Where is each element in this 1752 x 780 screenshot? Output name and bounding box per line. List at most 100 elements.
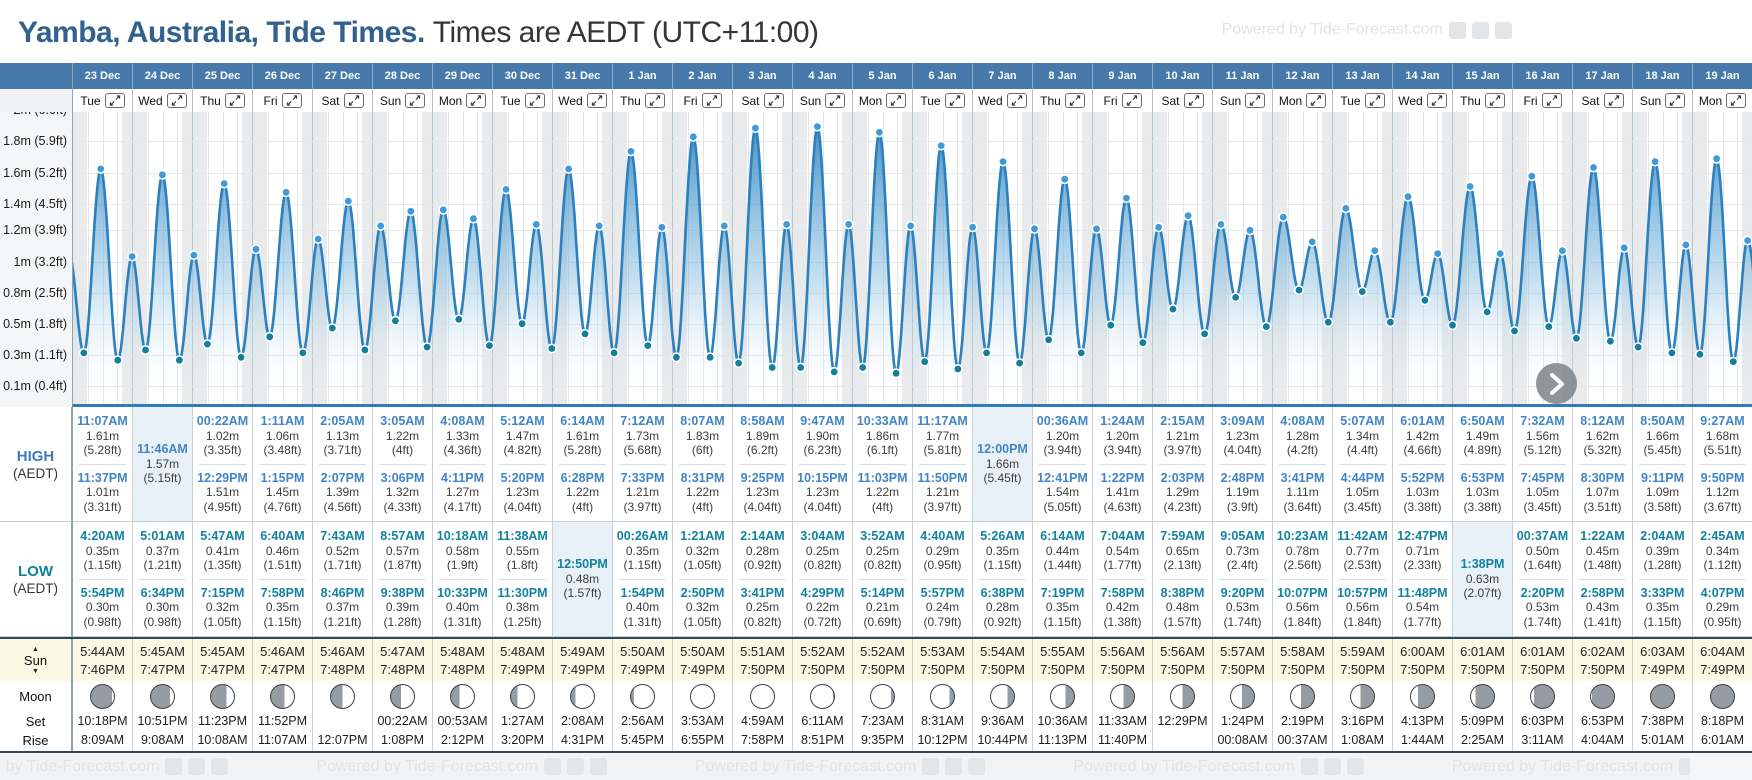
sunrise-time: 5:52AM: [800, 643, 845, 659]
expand-day-button[interactable]: [1183, 93, 1204, 108]
tide-entry: 4:07PM 0.29m (0.95ft): [1694, 586, 1751, 630]
moon-phase-cell: [253, 681, 313, 711]
moon-phase-icon: [870, 683, 895, 709]
gridline: [447, 112, 449, 404]
expand-day-button[interactable]: [166, 93, 187, 108]
expand-day-button[interactable]: [1121, 93, 1142, 108]
expand-day-button[interactable]: [1541, 93, 1562, 108]
expand-icon: [286, 95, 297, 106]
tide-entry: 9:11PM 1.09m (3.58ft): [1634, 471, 1691, 515]
night-shade: [1621, 112, 1632, 404]
expand-day-button[interactable]: [1426, 93, 1447, 108]
tide-height-ft: (6ft): [691, 443, 714, 457]
expand-day-button[interactable]: [586, 93, 607, 108]
tide-time: 8:46PM: [320, 585, 365, 600]
night-shade: [853, 112, 868, 404]
expand-day-button[interactable]: [1006, 93, 1027, 108]
expand-day-button[interactable]: [763, 93, 784, 108]
tide-time: 9:20PM: [1220, 585, 1265, 600]
expand-day-button[interactable]: [405, 93, 426, 108]
entry-divider: [679, 578, 726, 580]
tide-time: 2:07PM: [320, 470, 365, 485]
moon-set-time: 6:03PM: [1520, 714, 1565, 728]
weekday-label: Thu: [200, 93, 221, 108]
moon-phase-cell: [1513, 681, 1573, 711]
expand-icon: [891, 95, 902, 106]
expand-day-button[interactable]: [1364, 93, 1385, 108]
high-tide-cell: 7:32AM 1.56m (5.12ft) 7:45PM 1.05m (3.45ft): [1513, 407, 1573, 522]
tide-entry: 3:05AM 1.22m (4ft): [374, 414, 431, 458]
low-tide-cell: 10:23AM 0.78m (2.56ft) 10:07PM 0.56m (1.84ft): [1273, 522, 1333, 637]
gridline: [1437, 112, 1439, 404]
chart-day-column: [253, 112, 313, 404]
weekday-cell: Sat: [733, 89, 793, 112]
set-rise-label: Set Rise: [0, 711, 72, 751]
tide-entry: 11:07AM 1.61m (5.28ft): [74, 414, 131, 458]
tide-entry: 1:11AM 1.06m (3.48ft): [254, 414, 311, 458]
expand-day-button[interactable]: [825, 93, 846, 108]
expand-day-button[interactable]: [1603, 93, 1624, 108]
expand-day-button[interactable]: [524, 93, 545, 108]
sunrise-time: 5:56AM: [1100, 643, 1145, 659]
tide-time: 2:48PM: [1220, 470, 1265, 485]
tide-entry: 12:41PM 1.54m (5.05ft): [1034, 471, 1091, 515]
expand-day-button[interactable]: [1484, 93, 1505, 108]
tide-height-m: 0.39m: [385, 600, 420, 614]
tide-height-m: 1.61m: [85, 428, 120, 443]
entry-divider: [79, 578, 126, 580]
sunrise-time: 5:58AM: [1280, 643, 1325, 659]
tide-time: 5:26AM: [980, 529, 1025, 543]
low-tide-row: LOW (AEDT) 4:20AM 0.35m (1.15ft) 5:54PM 0.30…: [0, 522, 1752, 637]
weekday-label: Mon: [1698, 93, 1723, 108]
sunset-time: 7:50PM: [1520, 661, 1565, 677]
expand-day-button[interactable]: [1306, 93, 1327, 108]
night-shade: [613, 112, 628, 404]
tide-height-m: 0.78m: [1285, 543, 1320, 558]
moon-set-rise-cell: 8:31AM 10:12PM: [913, 711, 973, 751]
expand-day-button[interactable]: [104, 93, 125, 108]
expand-day-button[interactable]: [281, 93, 302, 108]
expand-day-button[interactable]: [701, 93, 722, 108]
expand-day-button[interactable]: [1245, 93, 1266, 108]
expand-day-button[interactable]: [343, 93, 364, 108]
tide-entry: 00:36AM 1.20m (3.94ft): [1034, 414, 1091, 458]
date-header-cell: 11 Jan: [1213, 63, 1273, 89]
tide-height-m: 1.02m: [205, 428, 240, 443]
moon-rise-time: 11:07AM: [257, 733, 308, 747]
gridline: [1227, 112, 1229, 404]
tide-time: 9:50PM: [1700, 470, 1745, 485]
sun-times-cell: 6:01AM 7:50PM: [1513, 639, 1573, 681]
expand-day-button[interactable]: [1726, 93, 1747, 108]
weekday-cell: Tue: [73, 89, 133, 112]
gridline: [1107, 112, 1109, 404]
expand-icon: [830, 95, 841, 106]
entry-divider: [1579, 463, 1626, 465]
next-days-button[interactable]: [1536, 363, 1577, 404]
expand-day-button[interactable]: [466, 93, 487, 108]
tide-height-ft: (1.77ft): [1103, 558, 1142, 572]
sunrise-time: 5:53AM: [920, 643, 965, 659]
moon-set-time: 8:31AM: [920, 714, 965, 728]
expand-day-button[interactable]: [944, 93, 965, 108]
weekday-cell: Tue: [913, 89, 973, 112]
expand-day-button[interactable]: [224, 93, 245, 108]
tide-height-m: 0.42m: [1105, 600, 1140, 614]
gridline: [1062, 112, 1064, 404]
night-shade: [1573, 112, 1588, 404]
watermark-icon: [922, 758, 940, 775]
expand-day-button[interactable]: [886, 93, 907, 108]
moon-set-time: 2:08AM: [560, 714, 605, 728]
entry-divider: [619, 463, 666, 465]
expand-day-button[interactable]: [1665, 93, 1686, 108]
night-shade: [373, 112, 388, 404]
sunset-time: 7:50PM: [1100, 661, 1145, 677]
chart-day-column: [1033, 112, 1093, 404]
expand-day-button[interactable]: [644, 93, 665, 108]
tide-height-m: 1.06m: [265, 428, 300, 443]
moon-set-time: 7:23AM: [860, 714, 905, 728]
tide-entry: 2:50PM 0.32m (1.05ft): [674, 586, 731, 630]
watermark: Powered by Tide-Forecast.com: [1222, 21, 1512, 39]
expand-day-button[interactable]: [1064, 93, 1085, 108]
tide-time: 9:38PM: [380, 585, 425, 600]
date-header-cell: 15 Jan: [1453, 63, 1513, 89]
